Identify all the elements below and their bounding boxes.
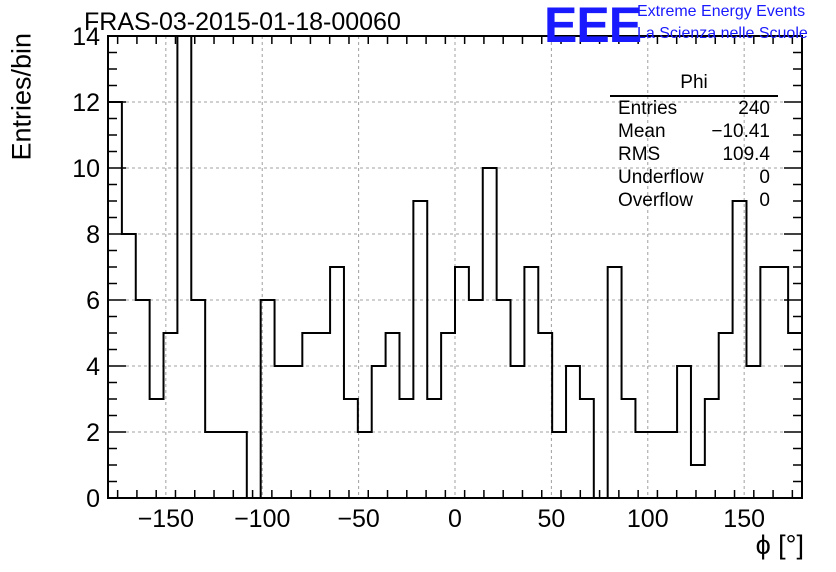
- stat-value: 240: [738, 98, 770, 119]
- x-tick-label: −50: [337, 505, 379, 533]
- y-tick-label: 4: [86, 353, 100, 381]
- x-tick-label: −150: [138, 505, 194, 533]
- x-axis-label: ϕ [°]: [755, 530, 804, 560]
- y-tick-label: 10: [72, 155, 100, 183]
- x-tick-label: 100: [627, 505, 669, 533]
- stats-box: Phi Entries 240 Mean −10.41 RMS 109.4 Un…: [610, 72, 778, 212]
- x-tick-label: −100: [234, 505, 290, 533]
- stat-label: Underflow: [618, 167, 704, 188]
- y-tick-label: 8: [86, 221, 100, 249]
- stat-label: Overflow: [618, 190, 693, 211]
- y-tick-label: 0: [86, 485, 100, 513]
- stat-row-overflow: Overflow 0: [610, 189, 778, 212]
- stat-value: 0: [759, 190, 770, 211]
- histogram-line: [108, 35, 802, 499]
- x-tick-label: 0: [448, 505, 462, 533]
- logo-subtitle-2: La Scienza nelle Scuole: [637, 25, 808, 42]
- logo-subtitle-1: Extreme Energy Events: [637, 3, 806, 20]
- y-tick-label: 2: [86, 419, 100, 447]
- stat-row-rms: RMS 109.4: [610, 143, 778, 166]
- eee-logo: EEE: [544, 0, 642, 53]
- y-tick-label: 14: [72, 23, 100, 51]
- stat-label: Entries: [618, 98, 678, 119]
- y-tick-label: 6: [86, 287, 100, 315]
- stat-row-entries: Entries 240: [610, 97, 778, 120]
- axis-ticks: [108, 35, 802, 499]
- stat-label: RMS: [618, 144, 661, 165]
- stat-value: 0: [759, 167, 770, 188]
- stat-row-mean: Mean −10.41: [610, 120, 778, 143]
- axis-tick-labels: −150 −100 −50 0 50 100 150 0 2 4 6 8 10 12 14: [72, 23, 765, 533]
- chart-title: FRAS-03-2015-01-18-00060: [84, 8, 401, 36]
- stat-row-underflow: Underflow 0: [610, 166, 778, 189]
- stat-label: Mean: [618, 121, 666, 142]
- x-tick-label: 150: [723, 505, 765, 533]
- y-tick-label: 12: [72, 89, 100, 117]
- stat-value: 109.4: [722, 144, 770, 165]
- stat-value: −10.41: [711, 121, 770, 142]
- y-axis-label: Entries/bin: [6, 32, 37, 161]
- stats-title: Phi: [610, 72, 778, 97]
- x-tick-label: 50: [537, 505, 565, 533]
